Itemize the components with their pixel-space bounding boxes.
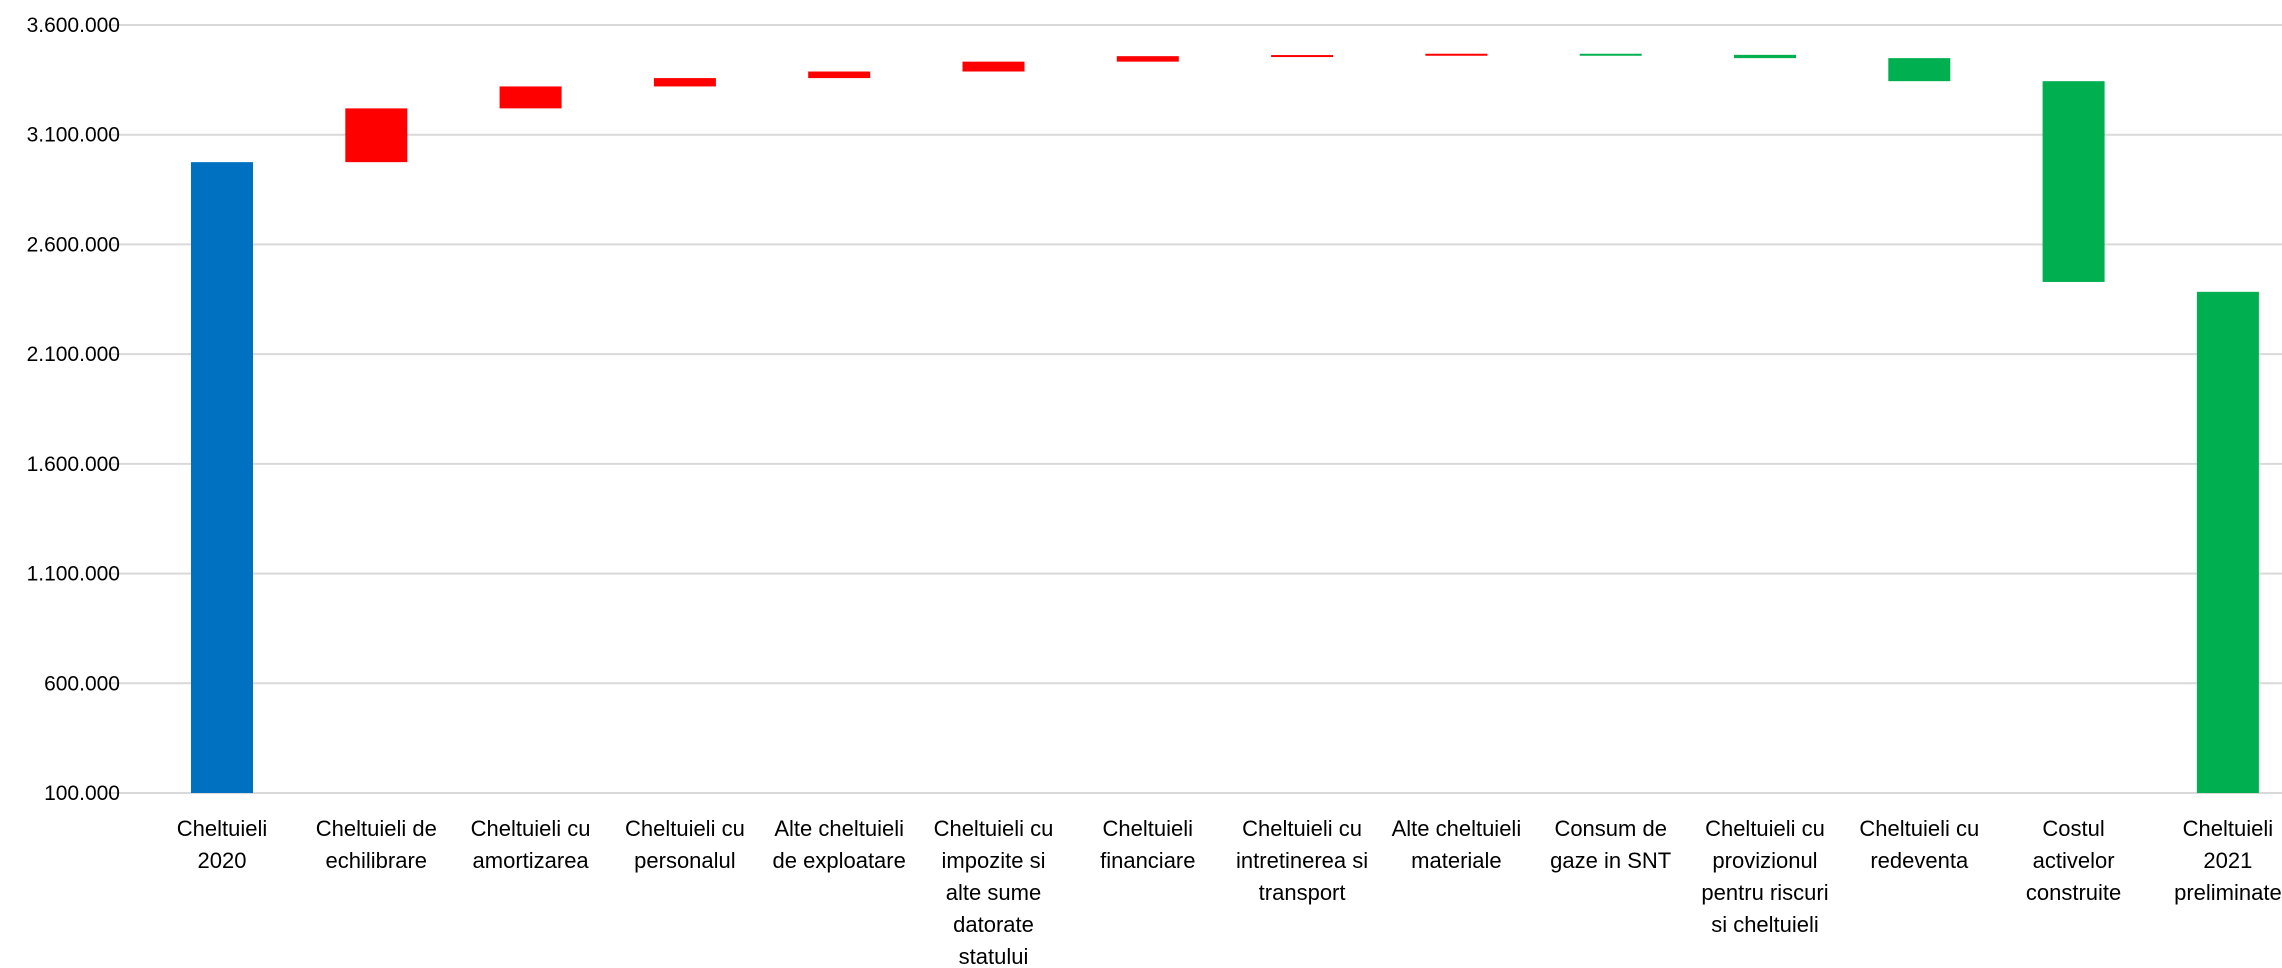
y-axis-tick-labels: 100.000 600.000 1.100.000 1.600.000 2.100.00… xyxy=(27,14,120,805)
y-tick-label: 2.100.000 xyxy=(27,343,120,366)
x-category-label: Cheltuieli cu xyxy=(934,816,1054,841)
bars xyxy=(191,53,2259,794)
x-category-label: de exploatare xyxy=(773,848,906,873)
x-category-label: si cheltuieli xyxy=(1711,912,1819,937)
bar-increase xyxy=(1271,55,1334,58)
y-tick-label: 3.600.000 xyxy=(27,14,120,37)
x-category-label: Cheltuieli cu xyxy=(1705,816,1825,841)
x-category-label: echilibrare xyxy=(326,848,428,873)
bar-increase xyxy=(499,86,562,109)
x-category-label: materiale xyxy=(1411,848,1501,873)
x-category-label: preliminate xyxy=(2174,880,2282,905)
x-category-label: redeventa xyxy=(1870,848,1969,873)
x-category-label: Costul xyxy=(2042,816,2104,841)
x-category-label: Cheltuieli de xyxy=(316,816,437,841)
x-category-label: activelor xyxy=(2033,848,2115,873)
bar-increase xyxy=(1425,53,1488,56)
bar-decrease xyxy=(2042,81,2105,282)
bar-total xyxy=(191,162,253,794)
y-tick-label: 100.000 xyxy=(44,782,120,805)
y-tick-label: 2.600.000 xyxy=(27,233,120,256)
x-category-label: amortizarea xyxy=(473,848,590,873)
x-category-label: 2021 xyxy=(2203,848,2252,873)
x-category-label: provizionul xyxy=(1712,848,1817,873)
bar-decrease xyxy=(1888,58,1951,82)
x-axis-category-labels: Cheltuieli 2020 Cheltuieli de echilibrare Ch… xyxy=(177,816,2282,968)
y-tick-label: 1.100.000 xyxy=(27,563,120,586)
x-category-label: Cheltuieli cu xyxy=(625,816,745,841)
x-category-label: financiare xyxy=(1100,848,1195,873)
x-category-label: Cheltuieli cu xyxy=(1859,816,1979,841)
bar-total xyxy=(2196,291,2259,793)
bar-increase xyxy=(808,71,871,79)
bar-increase xyxy=(653,78,716,87)
x-category-label: intretinerea si xyxy=(1236,848,1368,873)
bar-increase xyxy=(345,108,408,163)
x-category-label: Cheltuieli xyxy=(1103,816,1194,841)
x-category-label: datorate xyxy=(953,912,1034,937)
x-category-label: Alte cheltuieli xyxy=(1392,816,1522,841)
x-category-label: pentru riscuri xyxy=(1701,880,1828,905)
x-category-label: construite xyxy=(2026,880,2121,905)
x-category-label: alte sume xyxy=(946,880,1041,905)
bar-increase xyxy=(1116,56,1179,62)
x-category-label: personalul xyxy=(634,848,736,873)
x-category-label: gaze in SNT xyxy=(1550,848,1671,873)
x-category-label: Cheltuieli xyxy=(2183,816,2274,841)
x-category-label: Cheltuieli cu xyxy=(1242,816,1362,841)
x-category-label: statului xyxy=(959,944,1029,968)
y-tick-label: 600.000 xyxy=(44,672,120,695)
bar-decrease xyxy=(1734,54,1796,59)
x-category-label: Cheltuieli xyxy=(177,816,268,841)
bar-increase xyxy=(962,61,1025,72)
x-category-label: Cheltuieli cu xyxy=(471,816,591,841)
x-category-label: Consum de xyxy=(1554,816,1667,841)
x-category-label: impozite si xyxy=(942,848,1046,873)
x-category-label: transport xyxy=(1259,880,1346,905)
bar-decrease xyxy=(1579,53,1642,56)
gridlines xyxy=(108,24,2282,794)
y-tick-label: 1.600.000 xyxy=(27,453,120,476)
y-tick-label: 3.100.000 xyxy=(27,124,120,147)
x-category-label: Alte cheltuieli xyxy=(774,816,904,841)
x-category-label: 2020 xyxy=(198,848,247,873)
